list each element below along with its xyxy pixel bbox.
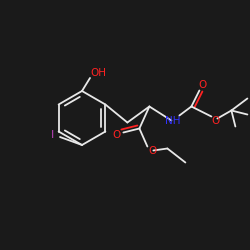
- Text: OH: OH: [90, 68, 106, 78]
- Text: I: I: [52, 130, 54, 140]
- Text: O: O: [198, 80, 206, 90]
- Text: O: O: [112, 130, 120, 140]
- Text: O: O: [148, 146, 156, 156]
- Text: NH: NH: [165, 116, 180, 126]
- Text: O: O: [211, 116, 220, 126]
